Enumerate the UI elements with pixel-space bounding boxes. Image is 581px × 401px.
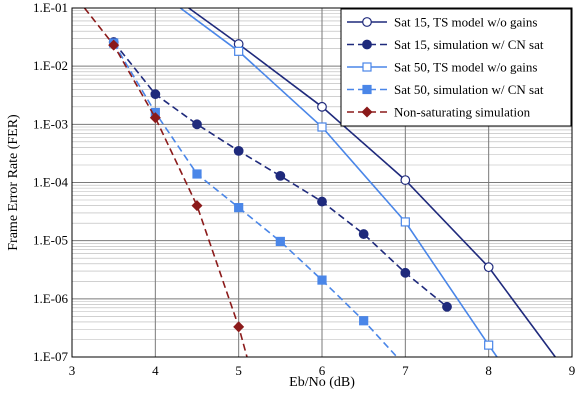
data-point: [317, 101, 327, 112]
x-tick-label: 4: [152, 363, 159, 378]
y-tick-label: 1.E-06: [33, 291, 69, 306]
data-point: [108, 39, 120, 51]
legend-label: Sat 50, simulation w/ CN sat: [394, 82, 544, 97]
series-line: [188, 8, 556, 357]
y-tick-labels: 1.E-07 1.E-06 1.E-05 1.E-04 1.E-03 1.E-02 1.E-…: [33, 0, 69, 364]
legend-item: Non-saturating simulation: [347, 105, 531, 120]
x-tick-label: 6: [319, 363, 326, 378]
data-point: [233, 145, 244, 156]
y-tick-label: 1.E-02: [33, 58, 68, 73]
data-point: [483, 262, 494, 273]
x-tick-label: 9: [569, 363, 576, 378]
legend-label: Sat 50, TS model w/o gains: [394, 60, 537, 75]
y-tick-label: 1.E-07: [33, 349, 69, 364]
legend-label: Non-saturating simulation: [394, 105, 531, 120]
y-tick-label: 1.E-01: [33, 0, 68, 15]
y-tick-label: 1.E-04: [33, 175, 69, 190]
data-point: [362, 62, 372, 72]
data-point: [149, 112, 161, 124]
data-point: [362, 17, 372, 27]
data-point: [317, 275, 327, 285]
x-axis-title: Eb/No (dB): [289, 375, 355, 390]
series-area: [83, 8, 556, 357]
data-point: [400, 267, 411, 278]
y-tick-label: 1.E-03: [33, 116, 68, 131]
series: [83, 8, 248, 357]
data-point: [233, 321, 245, 333]
data-point: [275, 170, 286, 181]
data-point: [317, 122, 327, 132]
data-point: [400, 175, 411, 185]
series-line: [113, 42, 398, 357]
x-tick-label: 7: [402, 363, 409, 378]
data-point: [362, 39, 372, 50]
series: [188, 8, 556, 357]
series: [179, 8, 498, 357]
plot-border: [71, 7, 573, 358]
x-tick-labels: 3 4 5 6 7 8 9: [69, 363, 576, 378]
data-point: [362, 84, 372, 95]
data-point: [275, 236, 285, 247]
x-tick-label: 8: [485, 363, 492, 378]
legend-label: Sat 15, simulation w/ CN sat: [394, 37, 544, 52]
series-line: [83, 8, 248, 357]
data-point: [484, 340, 494, 350]
x-tick-label: 5: [235, 363, 242, 378]
legend-label: Sat 15, TS model w/o gains: [394, 15, 537, 30]
data-point: [234, 203, 244, 213]
y-axis-title: Frame Error Rate (FER): [6, 114, 21, 251]
legend-item: Sat 50, simulation w/ CN sat: [347, 82, 544, 97]
legend-item: Sat 15, TS model w/o gains: [347, 15, 537, 30]
data-point: [358, 229, 369, 239]
legend-item: Sat 50, TS model w/o gains: [347, 60, 537, 75]
legend: Sat 15, TS model w/o gains Sat 15, simula…: [340, 8, 572, 127]
data-point: [192, 119, 202, 130]
data-point: [192, 169, 202, 179]
data-point: [359, 316, 369, 326]
x-tick-label: 3: [69, 363, 76, 378]
legend-item: Sat 15, simulation w/ CN sat: [347, 37, 544, 52]
y-tick-label: 1.E-05: [33, 233, 68, 248]
data-point: [234, 46, 244, 56]
data-point: [361, 106, 373, 118]
data-point: [442, 301, 452, 312]
data-point: [400, 217, 410, 227]
data-point: [317, 196, 327, 207]
data-point: [150, 89, 161, 100]
data-point: [191, 200, 203, 212]
series-line: [113, 41, 448, 308]
